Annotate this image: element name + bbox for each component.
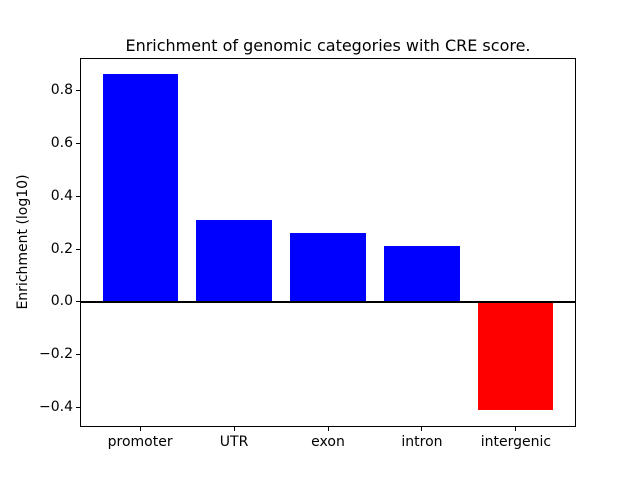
xtick-label-intron: intron [401,434,443,451]
ytick-label: 0.6 [50,134,73,151]
ytick-label: 0.0 [50,293,73,310]
xtick-mark [421,427,423,432]
xtick-mark [515,427,517,432]
xtick-label-promoter: promoter [107,434,173,451]
xtick-mark [139,427,141,432]
xtick-label-intergenic: intergenic [480,434,552,451]
xtick-label-UTR: UTR [219,434,249,451]
plot-area [80,57,576,428]
chart-title: Enrichment of genomic categories with CR… [125,36,531,55]
ytick-label: 0.8 [50,81,73,98]
xtick-label-exon: exon [311,434,345,451]
ytick-label: 0.2 [50,240,73,257]
ytick-label: 0.4 [50,187,73,204]
ytick-label: −0.4 [39,399,73,416]
xtick-mark [327,427,329,432]
xtick-mark [233,427,235,432]
ytick-label: −0.2 [39,346,73,363]
y-axis-label: Enrichment (log10) [15,174,31,310]
